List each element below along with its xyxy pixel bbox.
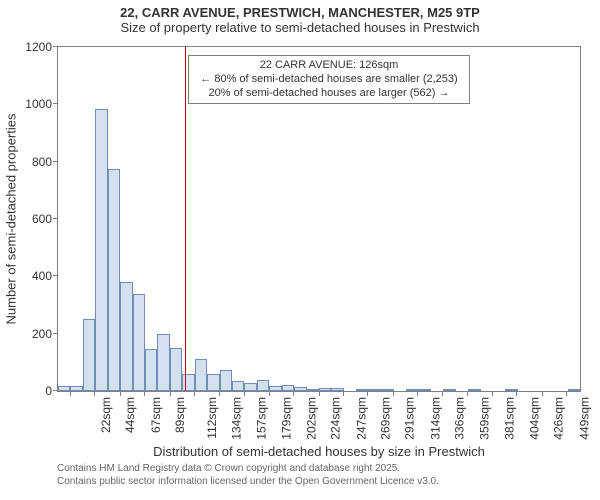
x-tick-label: 112sqm — [204, 397, 218, 439]
histogram-bar — [145, 349, 157, 391]
histogram-bar — [294, 387, 306, 391]
histogram-bar — [369, 389, 381, 391]
histogram-bar — [568, 389, 580, 391]
indicator-line — [185, 47, 186, 391]
x-tick-mark — [542, 391, 543, 396]
x-tick-label: 44sqm — [123, 397, 137, 433]
x-tick-mark — [244, 391, 245, 396]
histogram-bar — [232, 381, 244, 391]
y-tick-label: 1000 — [25, 97, 58, 111]
x-tick-mark — [120, 391, 121, 396]
histogram-bar — [95, 109, 107, 391]
histogram-bar — [468, 389, 480, 391]
x-axis-label: Distribution of semi-detached houses by … — [57, 444, 581, 459]
x-tick-mark — [170, 391, 171, 396]
histogram-bar — [195, 359, 207, 391]
x-tick-mark — [467, 391, 468, 396]
x-tick-label: 336sqm — [453, 397, 467, 440]
y-tick-label: 0 — [45, 384, 58, 398]
y-tick-label: 800 — [32, 155, 58, 169]
attribution-footer: Contains HM Land Registry data © Crown c… — [57, 462, 439, 488]
x-tick-label: 314sqm — [428, 397, 442, 440]
plot-area: 22 CARR AVENUE: 126sqm← 80% of semi-deta… — [58, 47, 580, 391]
x-tick-label: 426sqm — [552, 397, 566, 440]
x-tick-mark — [293, 391, 294, 396]
y-tick-label: 400 — [32, 269, 58, 283]
histogram-bar — [269, 386, 281, 391]
histogram-bar — [58, 386, 70, 391]
histogram-bar — [133, 294, 145, 391]
histogram-bar — [244, 383, 256, 391]
page-title: 22, CARR AVENUE, PRESTWICH, MANCHESTER, … — [0, 5, 600, 20]
x-tick-label: 404sqm — [528, 397, 542, 440]
x-tick-label: 157sqm — [255, 397, 269, 440]
histogram-bar — [381, 389, 393, 391]
x-tick-mark — [144, 391, 145, 396]
histogram-bar — [207, 374, 219, 391]
histogram-bar — [282, 385, 294, 391]
x-tick-mark — [367, 391, 368, 396]
x-tick-label: 202sqm — [305, 397, 319, 440]
y-tick-label: 600 — [32, 212, 58, 226]
histogram-chart: 22 CARR AVENUE: 126sqm← 80% of semi-deta… — [57, 46, 581, 392]
x-tick-mark — [194, 391, 195, 396]
x-tick-label: 179sqm — [279, 397, 293, 440]
x-tick-mark — [516, 391, 517, 396]
x-tick-mark — [492, 391, 493, 396]
x-tick-mark — [566, 391, 567, 396]
histogram-bar — [319, 388, 331, 391]
annotation-line: 22 CARR AVENUE: 126sqm — [195, 59, 463, 73]
histogram-bar — [170, 348, 182, 391]
histogram-bar — [418, 389, 430, 391]
x-tick-mark — [219, 391, 220, 396]
x-tick-label: 89sqm — [173, 397, 187, 433]
histogram-bar — [331, 388, 343, 391]
histogram-bar — [157, 334, 169, 391]
x-tick-mark — [393, 391, 394, 396]
histogram-bar — [443, 389, 455, 391]
x-tick-mark — [319, 391, 320, 396]
page-subtitle: Size of property relative to semi-detach… — [0, 20, 600, 35]
x-tick-label: 247sqm — [354, 397, 368, 440]
x-tick-label: 269sqm — [379, 397, 393, 440]
x-tick-mark — [94, 391, 95, 396]
x-tick-mark — [343, 391, 344, 396]
histogram-bar — [220, 370, 232, 392]
x-tick-label: 224sqm — [329, 397, 343, 440]
annotation-box: 22 CARR AVENUE: 126sqm← 80% of semi-deta… — [188, 55, 470, 104]
x-tick-label: 449sqm — [578, 397, 592, 440]
y-tick-label: 200 — [32, 327, 58, 341]
histogram-bar — [70, 386, 82, 391]
histogram-bar — [120, 282, 132, 391]
x-tick-label: 359sqm — [478, 397, 492, 440]
x-tick-mark — [442, 391, 443, 396]
x-tick-label: 67sqm — [149, 397, 163, 433]
footer-line-1: Contains HM Land Registry data © Crown c… — [57, 462, 439, 475]
histogram-bar — [83, 319, 95, 391]
x-tick-mark — [70, 391, 71, 396]
histogram-bar — [257, 380, 269, 391]
annotation-line: ← 80% of semi-detached houses are smalle… — [195, 73, 463, 87]
y-tick-label: 1200 — [25, 40, 58, 54]
footer-line-2: Contains public sector information licen… — [57, 475, 439, 488]
x-tick-label: 22sqm — [99, 397, 113, 433]
histogram-bar — [307, 389, 319, 391]
annotation-line: 20% of semi-detached houses are larger (… — [195, 87, 463, 101]
x-tick-label: 134sqm — [230, 397, 244, 440]
histogram-bar — [108, 169, 120, 391]
x-tick-label: 291sqm — [403, 397, 417, 440]
x-tick-mark — [269, 391, 270, 396]
y-axis-label: Number of semi-detached properties — [4, 114, 19, 325]
x-tick-label: 381sqm — [502, 397, 516, 440]
x-tick-mark — [417, 391, 418, 396]
